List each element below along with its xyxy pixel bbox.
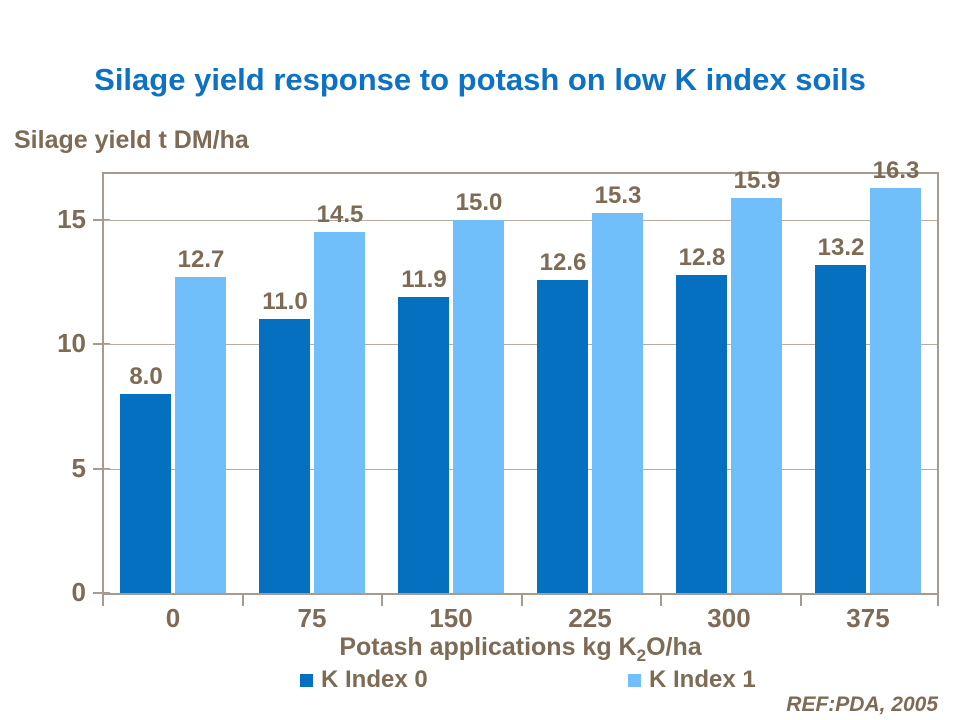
x-boundary-tick-3 [521,595,523,606]
chart-title: Silage yield response to potash on low K… [94,62,866,97]
bar-k-index-0-x375 [815,265,866,593]
y-tick-label-15: 15 [57,204,86,234]
y-tick-label-10: 10 [57,328,86,358]
bar-value-label: 16.3 [872,157,920,184]
bar-k-index-0-x0 [120,394,171,593]
x-tick-label-300: 300 [707,603,751,633]
gridline-10 [104,344,937,346]
bar-value-label: 15.0 [455,189,503,216]
bar-value-label: 11.0 [262,288,308,315]
x-axis-title: Potash applications kg K2O/ha [102,633,939,666]
x-boundary-tick-5 [800,595,802,606]
legend-label: K Index 0 [321,666,428,693]
gridline-5 [104,468,937,470]
legend-item-k-index-0: K Index 0 [300,666,428,694]
bar-k-index-0-x225 [537,280,588,593]
legend-swatch-icon [628,673,641,687]
y-tick-mark-0 [93,592,110,594]
y-tick-label-0: 0 [71,577,86,607]
legend-item-k-index-1: K Index 1 [628,666,756,694]
bar-k-index-1-x150 [453,220,504,593]
x-boundary-tick-1 [242,595,244,606]
y-tick-mark-10 [93,343,110,345]
bar-k-index-0-x300 [676,275,727,593]
gridline-15 [104,220,937,222]
bar-value-label: 12.6 [539,249,587,276]
bar-k-index-1-x225 [592,213,643,593]
legend-label: K Index 1 [649,666,756,693]
bar-k-index-1-x0 [175,277,226,593]
x-boundary-tick-4 [660,595,662,606]
x-tick-label-0: 0 [165,603,181,633]
bar-k-index-1-x75 [314,232,365,593]
bar-value-label: 8.0 [129,363,163,390]
plot-area: 8.0 12.7 11.0 14.5 11.9 15.0 12.6 15.3 12.8 15.9 1… [102,158,939,595]
x-tick-label-225: 225 [568,603,612,633]
x-boundary-tick-0 [102,595,104,606]
bar-k-index-0-x75 [259,319,310,593]
reference-text: REF:PDA, 2005 [786,693,938,716]
y-tick-label-5: 5 [71,453,86,483]
x-tick-label-75: 75 [297,603,327,633]
bar-k-index-1-x375 [870,188,921,593]
bar-value-label: 11.9 [401,266,447,293]
x-tick-label-150: 150 [429,603,473,633]
bar-k-index-1-x300 [731,198,782,593]
x-axis-title-text: Potash applications kg K [339,633,637,661]
bar-value-label: 12.8 [678,244,726,271]
bar-k-index-0-x150 [398,297,449,593]
y-tick-mark-15 [93,219,110,221]
y-tick-mark-5 [93,468,110,470]
bar-value-label: 14.5 [316,201,364,228]
x-axis-title-text-end: O/ha [646,633,702,661]
x-axis-title-subscript: 2 [636,646,647,665]
bar-value-label: 12.7 [177,246,225,273]
x-tick-label-375: 375 [846,603,890,633]
legend-swatch-icon [300,673,313,687]
bar-value-label: 13.2 [817,234,865,261]
x-boundary-tick-6 [937,595,939,606]
x-boundary-tick-2 [381,595,383,606]
bar-value-label: 15.3 [594,182,642,209]
y-axis-title: Silage yield t DM/ha [14,126,249,154]
bar-value-label: 15.9 [733,167,781,194]
